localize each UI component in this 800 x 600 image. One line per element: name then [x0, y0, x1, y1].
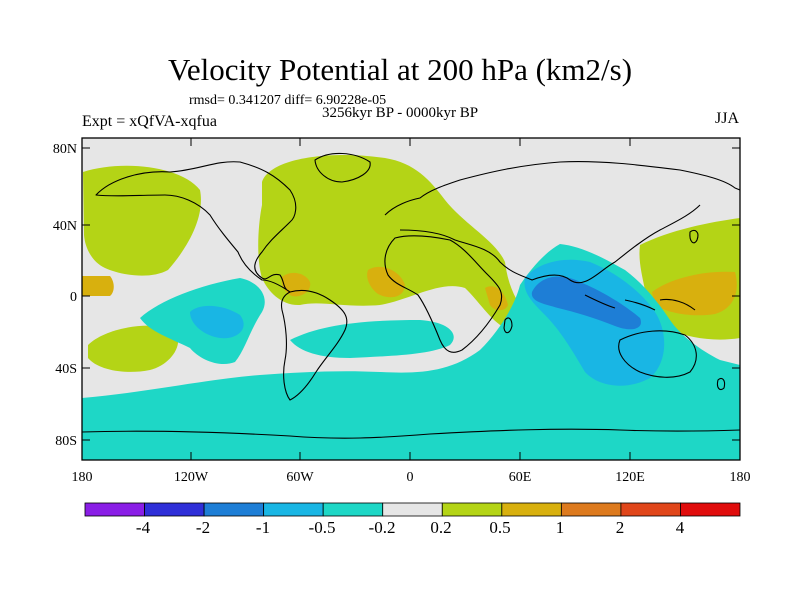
colorbar-label: -2	[195, 518, 211, 537]
lon-label-180w: 180	[72, 470, 93, 485]
colorbar-label: -0.2	[368, 518, 396, 537]
lat-label-40n: 40N	[53, 219, 77, 234]
colorbar	[84, 502, 741, 517]
lon-label-60e: 60E	[509, 470, 532, 485]
season-label: JJA	[715, 110, 740, 127]
colorbar-label: 1	[555, 518, 565, 537]
colorbar-label: -4	[135, 518, 151, 537]
stats-subtitle: rmsd= 0.341207 diff= 6.90228e-05	[189, 93, 387, 108]
colorbar-box	[203, 502, 265, 517]
colorbar-box	[501, 502, 562, 517]
positive-region-south-pacific	[88, 325, 179, 372]
positive-core-central-pacific	[82, 276, 114, 296]
colorbar-label: 2	[615, 518, 625, 537]
lon-label-0: 0	[407, 470, 414, 485]
coastline-south-america	[280, 289, 348, 401]
period-label: 3256kyr BP - 0000kyr BP	[321, 105, 479, 121]
colorbar-box	[322, 502, 384, 517]
lon-label-60w: 60W	[286, 470, 314, 485]
experiment-label: Expt = xQfVA-xqfua	[82, 113, 217, 130]
chart-title: Velocity Potential at 200 hPa (km2/s)	[167, 52, 633, 87]
axis-ticks	[81, 138, 741, 460]
lon-labels: 180 120W 60W 0 60E 120E 180	[72, 470, 751, 485]
colorbar-label: -0.5	[308, 518, 336, 537]
coastlines	[81, 152, 741, 439]
coastline-madagascar	[503, 317, 513, 334]
lat-label-80s: 80S	[55, 434, 77, 449]
colorbar-box	[560, 502, 622, 517]
colorbar-box	[144, 502, 205, 517]
coastline-japan	[689, 229, 699, 244]
colorbar-box	[680, 502, 741, 517]
colorbar-box	[84, 502, 145, 517]
colorbar-box	[382, 502, 443, 517]
negative-core-maritime-continent	[531, 276, 641, 330]
coastline-new-zealand	[716, 377, 726, 391]
coastline-indonesia	[584, 294, 696, 311]
colorbar-box	[263, 502, 324, 517]
coastline-europe-asia	[384, 161, 741, 284]
lat-labels: 80N 40N 0 40S 80S	[53, 142, 77, 449]
colorbar-label: 0.2	[430, 518, 452, 537]
colorbar-label: 0.5	[489, 518, 511, 537]
lat-label-40s: 40S	[55, 362, 77, 377]
negative-core-east-pacific	[190, 305, 244, 339]
lon-label-120w: 120W	[174, 470, 209, 485]
lat-label-80n: 80N	[53, 142, 77, 157]
colorbar-label: 4	[675, 518, 685, 537]
lat-label-0: 0	[70, 290, 77, 305]
positive-core-east-africa	[485, 286, 508, 311]
map-panel: 80N 40N 0 40S 80S 180 120W 60W 0 60E 120…	[53, 137, 751, 485]
coastline-greenland	[314, 152, 371, 183]
colorbar-label: -1	[255, 518, 271, 537]
coastline-africa	[384, 235, 503, 353]
coastline-antarctica	[81, 428, 741, 439]
positive-core-west-africa	[367, 266, 405, 298]
colorbar-box	[620, 502, 681, 517]
negative-band-south-atlantic	[290, 320, 454, 358]
colorbar-box	[441, 502, 503, 517]
coastline-north-america	[95, 161, 297, 293]
positive-core-west-pacific	[652, 271, 737, 316]
positive-region-atlantic-europe	[258, 155, 531, 332]
positive-region-north-pacific	[83, 165, 201, 276]
coastline-australia	[618, 330, 697, 378]
lon-label-180e: 180	[730, 470, 751, 485]
lon-label-120e: 120E	[615, 470, 645, 485]
map-frame	[81, 137, 741, 461]
